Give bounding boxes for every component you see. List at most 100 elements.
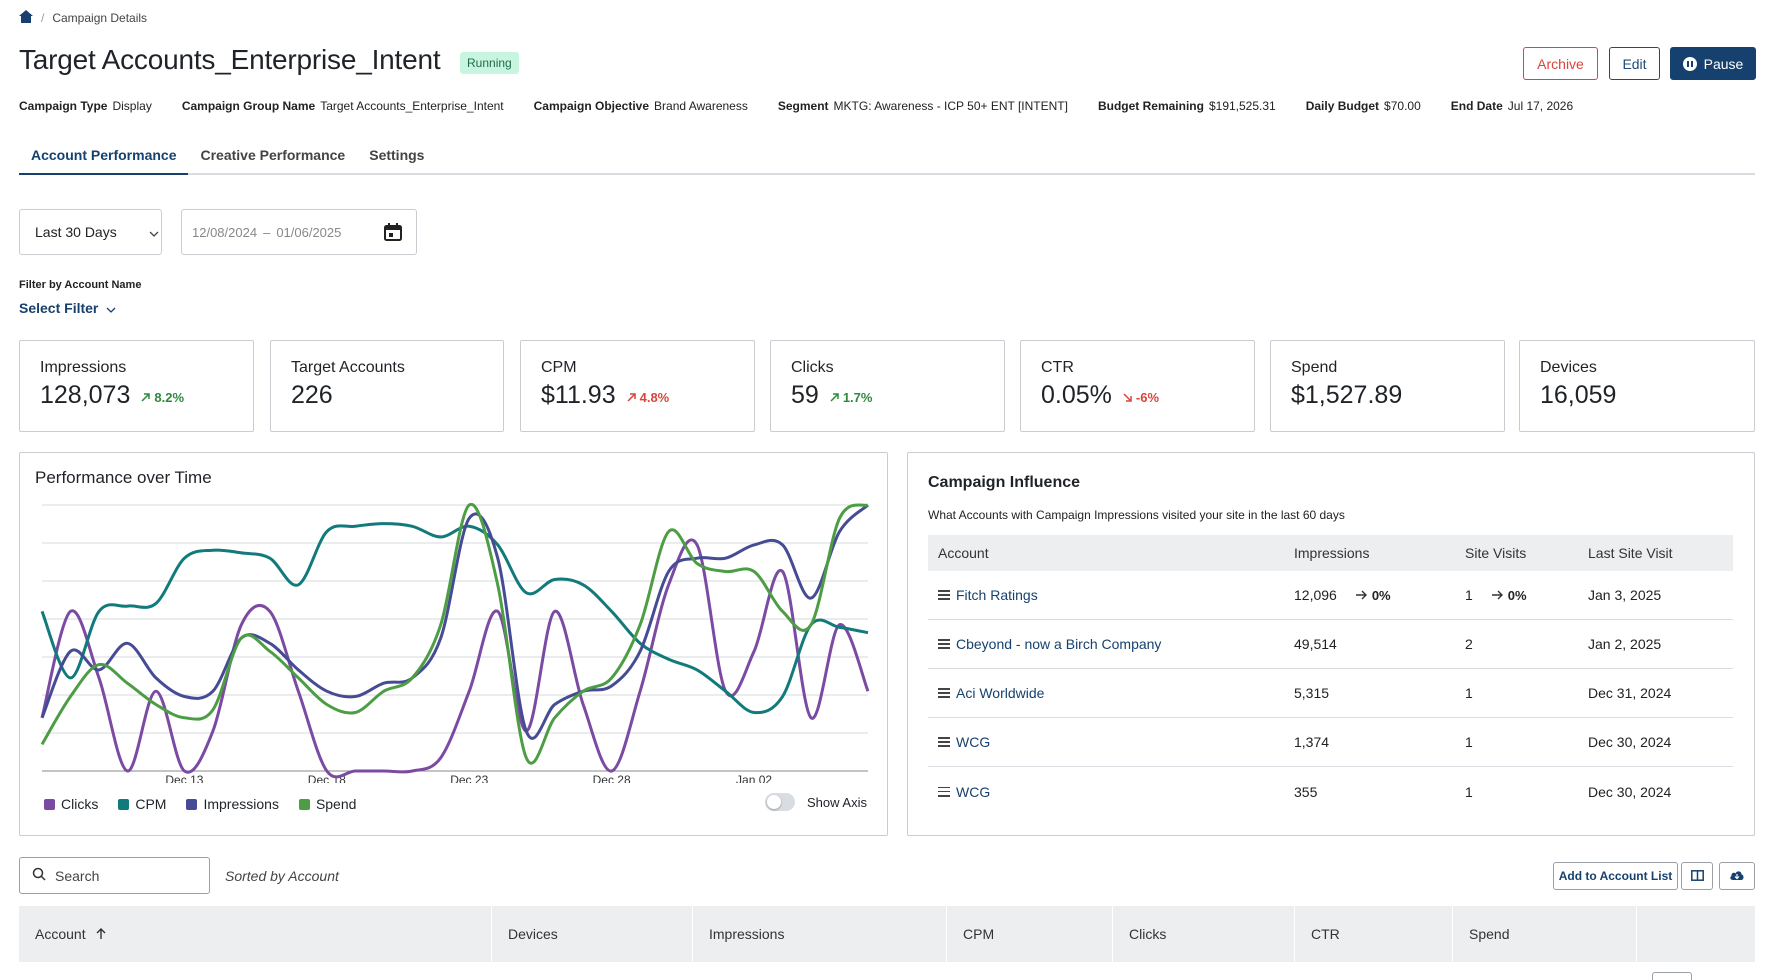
- series-line-clicks[interactable]: [40, 538, 870, 779]
- col-account[interactable]: Account: [19, 906, 492, 962]
- account-link[interactable]: Aci Worldwide: [956, 685, 1045, 701]
- col-last-site-visit[interactable]: Last Site Visit: [1588, 545, 1673, 561]
- col-spend[interactable]: Spend: [1453, 906, 1637, 962]
- chevron-down-icon: [149, 224, 159, 240]
- impressions-value: 49,514: [1294, 636, 1337, 652]
- kpi-change: -6%: [1122, 390, 1159, 405]
- columns-button[interactable]: [1681, 862, 1713, 890]
- meta-daily-budget: Daily Budget $70.00: [1305, 99, 1421, 113]
- arrow-right-icon: [1355, 590, 1367, 600]
- legend-item-spend[interactable]: Spend: [298, 796, 356, 812]
- col-impressions[interactable]: Impressions: [1294, 545, 1370, 561]
- tab-creative-performance[interactable]: Creative Performance: [200, 147, 346, 163]
- performance-panel: Performance over Time Dec 13 Dec 18 Dec 23…: [19, 452, 888, 836]
- account-link[interactable]: WCG: [956, 783, 991, 800]
- arrow-up-right-icon: [830, 393, 839, 402]
- date-end: 01/06/2025: [276, 224, 342, 240]
- account-filter-value: Select Filter: [19, 300, 99, 316]
- kpi-value: $1,527.89: [1291, 381, 1403, 409]
- archive-button[interactable]: Archive: [1523, 47, 1598, 80]
- legend-item-cpm[interactable]: CPM: [118, 796, 166, 812]
- menu-icon[interactable]: [938, 688, 950, 698]
- impressions-value: 1,374: [1294, 734, 1330, 750]
- breadcrumb-separator: /: [41, 11, 45, 25]
- show-axis-toggle[interactable]: [765, 793, 796, 811]
- table-row: Aci Worldwide 5,315 1 Dec 31, 2024: [928, 669, 1733, 718]
- account-filter-select[interactable]: Select Filter: [19, 300, 116, 316]
- series-line-cpm[interactable]: [40, 522, 869, 715]
- pause-label: Pause: [1703, 55, 1744, 72]
- col-cpm[interactable]: CPM: [947, 906, 1113, 962]
- kpi-change: 8.2%: [140, 390, 184, 405]
- kpi-value: 226: [291, 381, 333, 409]
- kpi-ctr: CTR 0.05% -6%: [1020, 340, 1255, 432]
- page-title: Target Accounts_Enterprise_Intent: [19, 44, 441, 75]
- sorted-by-label: Sorted by Account: [225, 868, 339, 884]
- kpi-target-accounts: Target Accounts 226: [270, 340, 504, 432]
- account-link[interactable]: WCG: [956, 734, 991, 750]
- breadcrumb-current: Campaign Details: [52, 11, 148, 25]
- add-to-account-list-button[interactable]: Add to Account List: [1553, 862, 1678, 890]
- status-badge: Running: [460, 52, 519, 74]
- tab-account-performance[interactable]: Account Performance: [19, 139, 189, 175]
- col-devices[interactable]: Devices: [492, 906, 693, 962]
- account-link[interactable]: Cbeyond - now a Birch Company: [956, 636, 1162, 652]
- pause-icon: [1682, 56, 1697, 71]
- menu-icon[interactable]: [938, 639, 950, 649]
- col-impressions[interactable]: Impressions: [693, 906, 947, 962]
- col-account[interactable]: Account: [938, 545, 989, 561]
- kpi-cpm: CPM $11.93 4.8%: [520, 340, 755, 432]
- last-visit-value: Dec 30, 2024: [1588, 783, 1672, 800]
- legend-item-impressions[interactable]: Impressions: [186, 796, 279, 812]
- date-range-field[interactable]: 12/08/2024 – 01/06/2025: [181, 209, 417, 255]
- impressions-value: 12,096: [1294, 587, 1337, 603]
- tab-settings[interactable]: Settings: [369, 147, 425, 163]
- kpi-spend: Spend $1,527.89: [1270, 340, 1505, 432]
- influence-title: Campaign Influence: [928, 474, 1081, 491]
- legend-item-clicks[interactable]: Clicks: [44, 796, 98, 812]
- x-tick-label: Jan 02: [736, 773, 772, 783]
- date-range-select[interactable]: Last 30 Days: [19, 209, 162, 255]
- kpi-change: 1.7%: [829, 390, 872, 405]
- menu-icon[interactable]: [938, 590, 950, 600]
- meta-budget-remaining: Budget Remaining $191,525.31: [1097, 99, 1276, 113]
- table-row: Cbeyond - now a Birch Company 49,514 2 J…: [928, 620, 1733, 669]
- kpi-value: 0.05%: [1041, 381, 1112, 409]
- kpi-value: 59: [791, 381, 819, 409]
- menu-icon[interactable]: [938, 737, 950, 747]
- chevron-down-icon: [106, 300, 116, 316]
- col-site-visits[interactable]: Site Visits: [1465, 545, 1527, 561]
- search-input[interactable]: Search: [19, 857, 210, 894]
- home-icon[interactable]: [19, 10, 33, 26]
- chart-legend: Clicks CPM Impressions Spend: [44, 796, 356, 812]
- meta-campaign-group: Campaign Group Name Target Accounts_Enter…: [181, 99, 504, 113]
- site-visits-value: 2: [1465, 636, 1473, 652]
- site-visits-value: 1: [1465, 734, 1473, 750]
- site-visits-value: 1: [1465, 685, 1473, 701]
- date-separator: –: [263, 224, 271, 240]
- page-size-select[interactable]: [1652, 972, 1692, 980]
- accounts-table-header: Account Devices Impressions CPM Clicks C…: [19, 906, 1755, 962]
- download-button[interactable]: [1719, 862, 1755, 890]
- edit-button[interactable]: Edit: [1609, 47, 1660, 80]
- col-ctr[interactable]: CTR: [1295, 906, 1453, 962]
- series-line-spend[interactable]: [40, 502, 869, 765]
- performance-chart: Dec 13 Dec 18 Dec 23 Dec 28 Jan 02: [40, 502, 870, 783]
- calendar-icon[interactable]: [383, 222, 403, 245]
- columns-icon: [1690, 868, 1704, 884]
- influence-subtitle: What Accounts with Campaign Impressions …: [928, 508, 1345, 522]
- kpi-clicks: Clicks 59 1.7%: [770, 340, 1005, 432]
- site-visits-value: 1: [1465, 587, 1473, 603]
- kpi-value: 16,059: [1540, 381, 1617, 409]
- col-clicks[interactable]: Clicks: [1113, 906, 1295, 962]
- last-visit-value: Jan 3, 2025: [1588, 587, 1662, 603]
- campaign-influence-panel: Campaign Influence What Accounts with Ca…: [907, 452, 1755, 836]
- chart-title: Performance over Time: [35, 468, 212, 487]
- series-line-impressions[interactable]: [40, 503, 870, 740]
- arrow-down-right-icon: [1123, 393, 1132, 402]
- account-link[interactable]: Fitch Ratings: [956, 587, 1038, 603]
- pause-button[interactable]: Pause: [1670, 47, 1756, 80]
- menu-icon[interactable]: [938, 786, 950, 797]
- table-row: WCG 1,374 1 Dec 30, 2024: [928, 718, 1733, 767]
- x-tick-label: Dec 23: [450, 773, 488, 783]
